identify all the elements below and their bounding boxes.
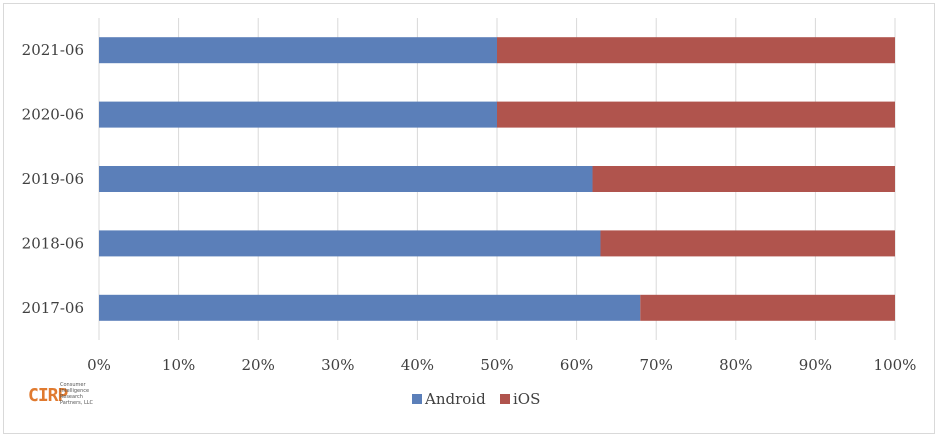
legend-swatch-android xyxy=(412,394,422,404)
bar-ios xyxy=(497,37,895,64)
y-tick-label: 2021-06 xyxy=(22,41,84,59)
logo-mark: CIRP xyxy=(28,385,68,406)
x-tick-label: 50% xyxy=(480,356,513,374)
x-tick-label: 30% xyxy=(321,356,354,374)
bar-ios xyxy=(592,166,895,192)
y-tick-label: 2017-06 xyxy=(22,299,84,317)
bar-android xyxy=(99,294,641,321)
x-tick-label: 60% xyxy=(560,356,593,374)
y-tick-label: 2020-06 xyxy=(22,106,84,124)
x-tick-label: 70% xyxy=(640,356,673,374)
bar-android xyxy=(99,101,497,128)
x-tick-label: 20% xyxy=(242,356,275,374)
legend-swatch-ios xyxy=(500,394,510,404)
bars xyxy=(99,37,895,321)
bar-android xyxy=(99,230,601,257)
legend-label-ios: iOS xyxy=(513,390,540,408)
bar-android xyxy=(99,37,497,64)
y-tick-label: 2018-06 xyxy=(22,234,84,252)
x-tick-label: 100% xyxy=(874,356,917,374)
cirp-logo: CIRP Consumer Intelligence Research Part… xyxy=(28,381,98,411)
bar-ios xyxy=(640,294,895,321)
x-tick-label: 10% xyxy=(162,356,195,374)
x-tick-label: 80% xyxy=(719,356,752,374)
logo-text: Consumer Intelligence Research Partners,… xyxy=(60,382,94,406)
x-axis-labels: 0% 10% 20% 30% 40% 50% 60% 70% 80% 90% 100% xyxy=(87,356,916,374)
bar-ios xyxy=(600,230,895,257)
bar-ios xyxy=(497,101,895,128)
y-tick-label: 2019-06 xyxy=(22,170,84,188)
legend-label-android: Android xyxy=(424,390,486,408)
y-axis-labels: 2017-06 2018-06 2019-06 2020-06 2021-06 xyxy=(22,41,84,317)
x-tick-label: 90% xyxy=(799,356,832,374)
x-tick-label: 40% xyxy=(401,356,434,374)
chart-frame xyxy=(3,3,935,434)
x-tick-label: 0% xyxy=(87,356,111,374)
bar-android xyxy=(99,166,593,192)
legend: Android iOS xyxy=(412,390,540,408)
